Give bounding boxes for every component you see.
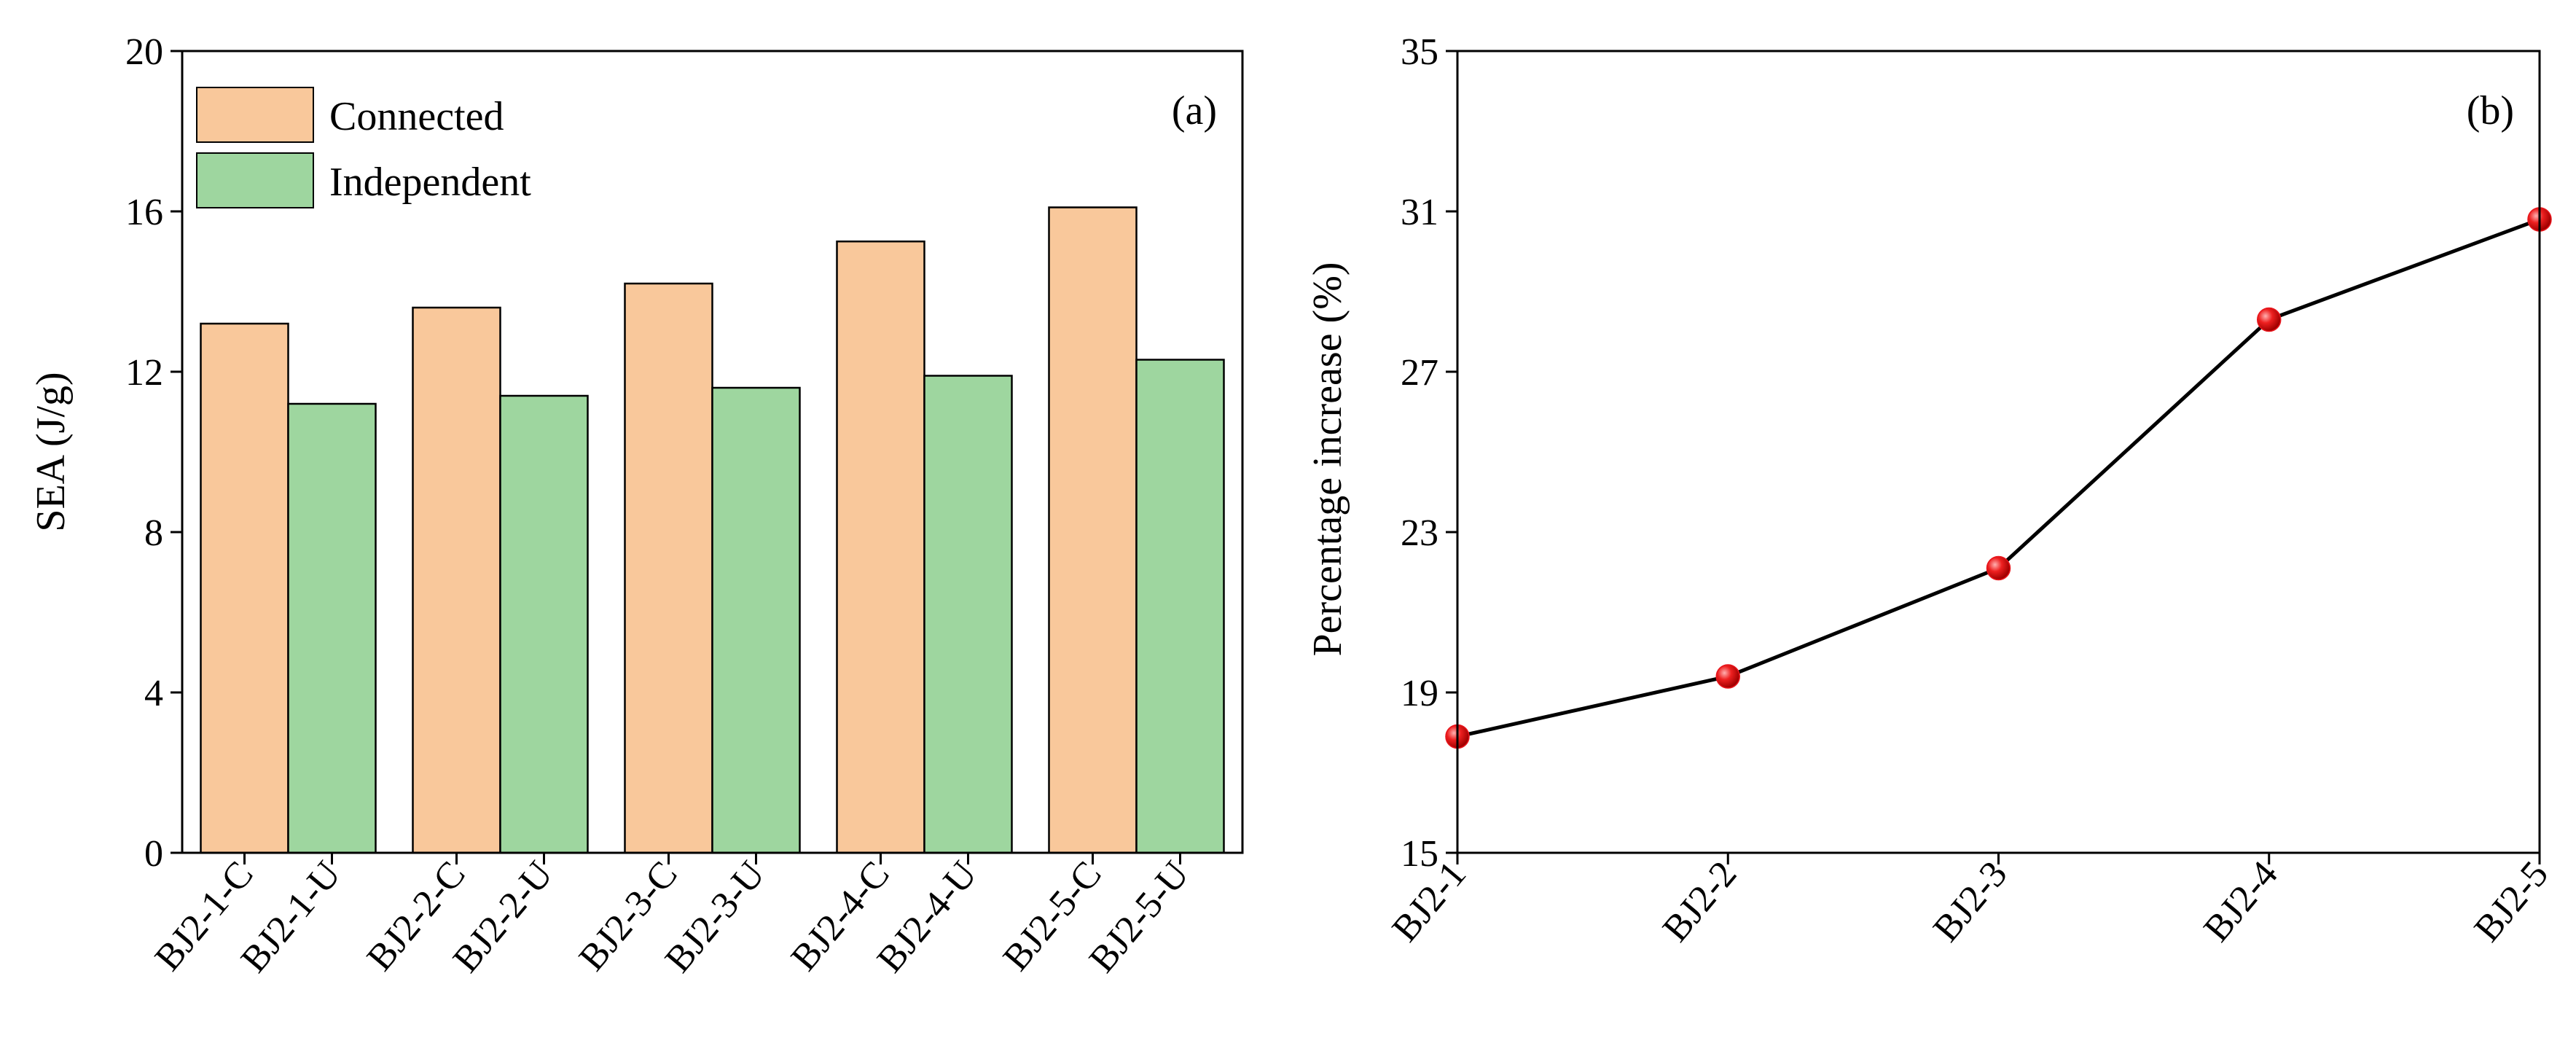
panel-a-bars [200,206,1225,854]
legend-swatch-independent [196,152,314,208]
panel-b-y-tick-label: 35 [1401,31,1438,73]
panel-a-y-tick-label: 20 [125,31,163,73]
marker-bj2-3 [1986,555,2011,581]
legend-swatch-connected [196,87,314,143]
panel-a-y-axis-title: SEA (J/g) [28,372,74,531]
bar-connected-bj2-1 [200,322,289,854]
panel-b-y-tick-label: 15 [1401,833,1438,875]
marker-bj2-2 [1715,664,1740,689]
panel-b-markers [1445,207,2552,749]
bar-independent-bj2-5 [1135,359,1225,854]
panel-b-plot-frame [1456,50,2541,854]
bar-independent-bj2-1 [287,402,377,854]
panel-b-y-ticks: 15 19 23 27 31 35 [1401,31,1457,875]
panel-b-x-tick-label: BJ2-2 [1655,854,1745,950]
panel-b-x-tick-label: BJ2-3 [1925,854,2016,950]
panel-a-y-ticks: 0 4 8 12 16 20 [125,31,182,875]
panel-a-plot-frame [181,50,1244,854]
panel-a-y-tick-label: 0 [144,833,163,875]
bar-independent-bj2-4 [923,375,1013,854]
legend-label-independent: Independent [329,160,531,205]
panel-b-x-tick-label: BJ2-5 [2467,854,2557,950]
panel-a-y-tick-label: 16 [125,192,163,233]
marker-bj2-4 [2257,307,2282,332]
panel-a-y-tick-label: 4 [144,673,163,714]
panel-a-y-tick-label: 12 [125,352,163,394]
panel-b-series-line [1457,217,2540,738]
panel-b-x-tick-label: BJ2-4 [2196,854,2286,950]
panel-b-y-tick-label: 23 [1401,512,1438,554]
bar-connected-bj2-2 [412,306,501,854]
panel-a-legend: Connected Independent [196,87,531,208]
panel-b-y-axis-title: Percentage increase (%) [1305,262,1350,657]
panel-b-label: (b) [2467,88,2514,133]
panel-b-y-tick-label: 27 [1401,352,1438,394]
panel-a-y-tick-label: 8 [144,512,163,554]
panel-b-y-tick-label: 19 [1401,673,1438,714]
bar-independent-bj2-3 [711,386,801,854]
bar-connected-bj2-4 [836,241,925,854]
bar-independent-bj2-2 [499,394,589,854]
bar-connected-bj2-3 [624,282,713,854]
legend-label-connected: Connected [329,94,504,139]
panel-a-label: (a) [1172,88,1217,133]
bar-connected-bj2-5 [1048,206,1138,854]
panel-b-x-ticks: BJ2-1 BJ2-2 BJ2-3 BJ2-4 BJ2-5 [1385,853,2557,950]
panel-b-y-tick-label: 31 [1401,192,1438,233]
